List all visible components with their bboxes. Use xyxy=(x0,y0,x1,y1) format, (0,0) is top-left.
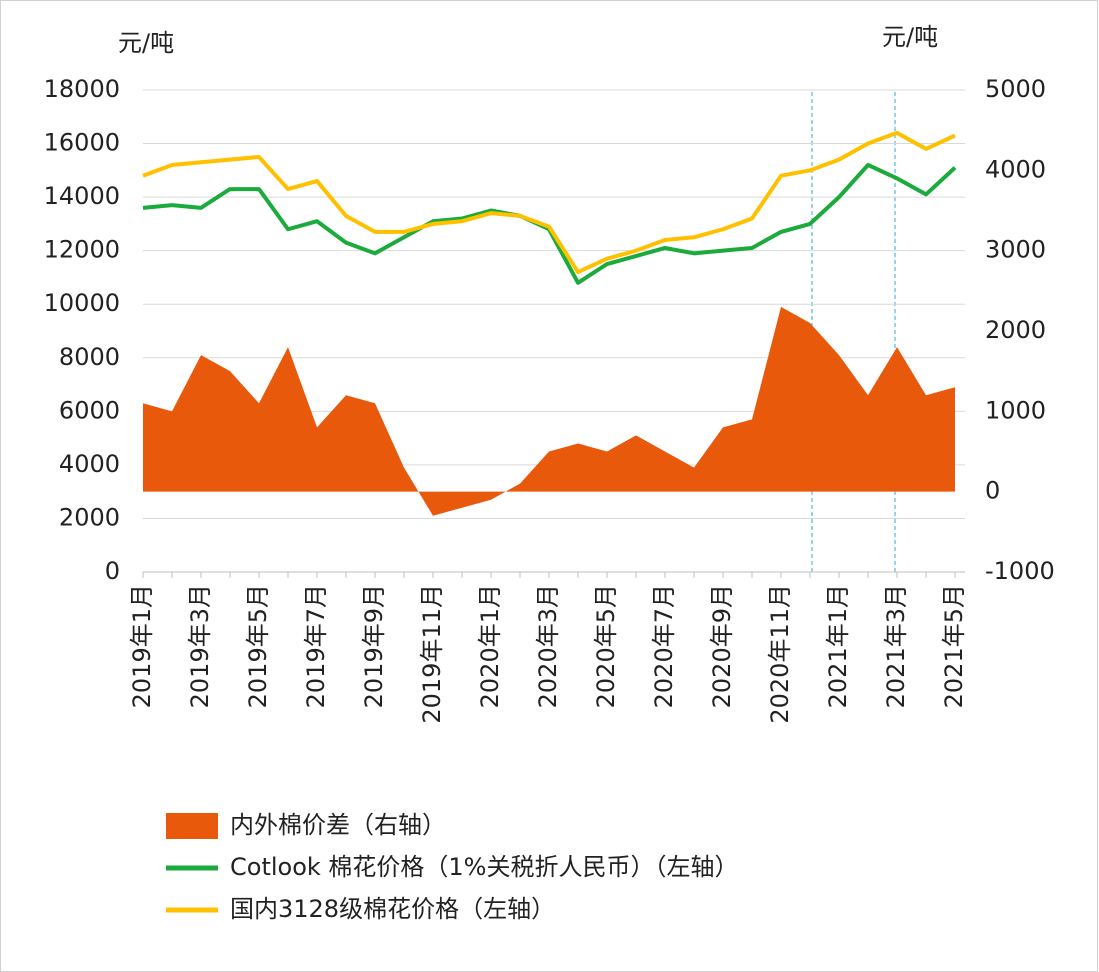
x-tick-label: 2020年1月 xyxy=(476,584,504,708)
x-tick-label: 2019年11月 xyxy=(418,584,446,724)
y-tick-label: 18000 xyxy=(44,75,120,103)
x-tick-label: 2019年7月 xyxy=(302,584,330,708)
y2-tick-label: 4000 xyxy=(985,155,1046,183)
legend-label: 内外棉价差（右轴） xyxy=(230,811,446,839)
y-tick-label: 14000 xyxy=(44,182,120,210)
x-tick-label: 2019年1月 xyxy=(128,584,156,708)
y2-tick-label: 3000 xyxy=(985,236,1046,264)
y2-tick-label: -1000 xyxy=(985,557,1055,585)
x-tick-label: 2020年5月 xyxy=(592,584,620,708)
x-tick-label: 2019年5月 xyxy=(244,584,272,708)
x-tick-label: 2020年11月 xyxy=(766,584,794,724)
area xyxy=(143,306,955,516)
y2-tick-label: 2000 xyxy=(985,316,1046,344)
x-tick-label: 2020年3月 xyxy=(534,584,562,708)
x-tick-label: 2019年9月 xyxy=(360,584,388,708)
x-tick-label: 2021年1月 xyxy=(824,584,852,708)
y-tick-label: 16000 xyxy=(44,129,120,157)
y-tick-label: 4000 xyxy=(59,450,120,478)
y-tick-label: 0 xyxy=(105,557,120,585)
y-axis-label: 元/吨 xyxy=(118,29,174,57)
y2-tick-label: 1000 xyxy=(985,396,1046,424)
y-tick-label: 12000 xyxy=(44,236,120,264)
y2-axis-label: 元/吨 xyxy=(882,23,938,51)
legend-swatch xyxy=(166,813,218,839)
x-tick-label: 2019年3月 xyxy=(186,584,214,708)
x-tick-label: 2020年9月 xyxy=(708,584,736,708)
y2-tick-label: 5000 xyxy=(985,75,1046,103)
x-tick-label: 2021年5月 xyxy=(940,584,968,708)
legend-label: 国内3128级棉花价格（左轴） xyxy=(230,895,555,923)
y-tick-label: 8000 xyxy=(59,343,120,371)
y-tick-label: 10000 xyxy=(44,289,120,317)
x-tick-label: 2020年7月 xyxy=(650,584,678,708)
legend-label: Cotlook 棉花价格（1%关税折人民币）（左轴） xyxy=(230,853,739,881)
line xyxy=(142,130,956,275)
y-tick-label: 2000 xyxy=(59,503,120,531)
x-tick-label: 2021年3月 xyxy=(882,584,910,708)
y-tick-label: 6000 xyxy=(59,396,120,424)
y2-tick-label: 0 xyxy=(985,477,1000,505)
